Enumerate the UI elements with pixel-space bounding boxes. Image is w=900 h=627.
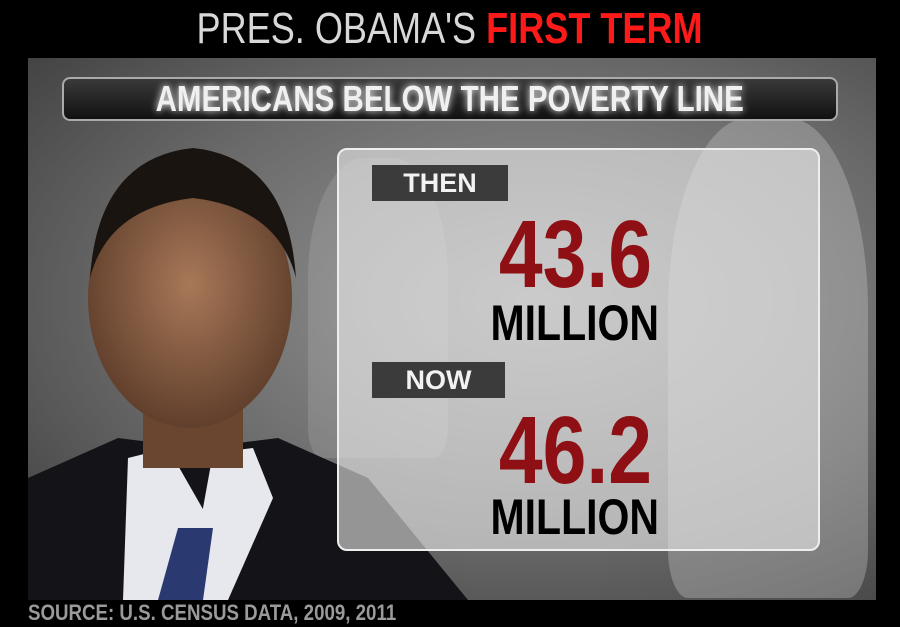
headline-highlight: FIRST TERM bbox=[486, 4, 704, 53]
now-tag: NOW bbox=[372, 362, 505, 398]
now-unit: MILLION bbox=[440, 492, 710, 542]
now-unit-text: MILLION bbox=[490, 489, 660, 545]
now-value: 46.2 bbox=[440, 397, 710, 504]
headline-prefix: PRES. OBAMA'S bbox=[196, 4, 477, 53]
source-text: SOURCE: U.S. CENSUS DATA, 2009, 2011 bbox=[28, 600, 397, 625]
then-value-text: 43.6 bbox=[498, 201, 652, 308]
then-tag: THEN bbox=[372, 165, 508, 201]
then-unit: MILLION bbox=[440, 298, 710, 348]
now-value-text: 46.2 bbox=[498, 397, 652, 504]
headline: PRES. OBAMA'S FIRST TERM bbox=[0, 4, 900, 54]
then-value: 43.6 bbox=[440, 201, 710, 308]
then-unit-text: MILLION bbox=[490, 295, 660, 351]
stats-card bbox=[337, 148, 820, 551]
subtitle-banner: AMERICANS BELOW THE POVERTY LINE bbox=[62, 77, 838, 121]
subtitle-text: AMERICANS BELOW THE POVERTY LINE bbox=[155, 78, 745, 119]
source-caption: SOURCE: U.S. CENSUS DATA, 2009, 2011 bbox=[28, 600, 461, 626]
